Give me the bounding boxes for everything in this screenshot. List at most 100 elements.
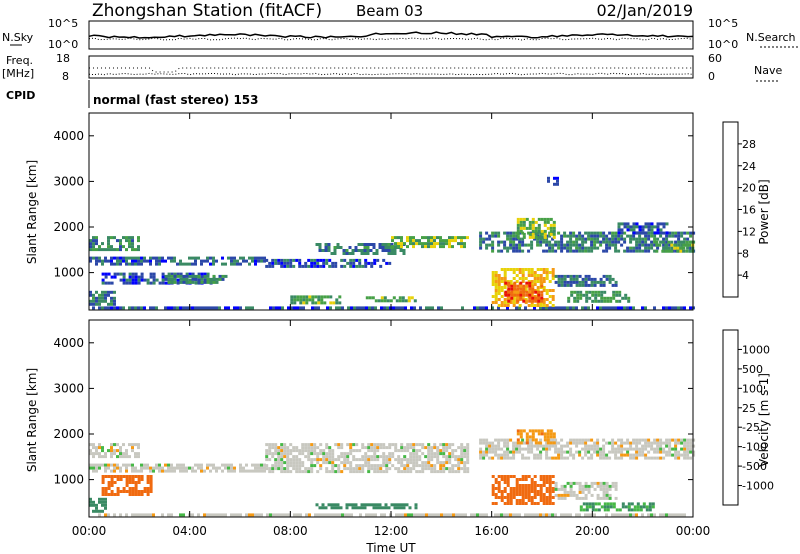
heatmap-cell	[686, 237, 690, 241]
heatmap-cell	[359, 306, 362, 310]
heatmap-cell	[588, 505, 592, 509]
heatmap-cell	[682, 240, 686, 244]
heatmap-cell	[518, 306, 521, 310]
heatmap-cell	[500, 295, 504, 298]
heatmap-cell	[274, 458, 278, 462]
heatmap-cell	[92, 500, 95, 504]
heatmap-cell	[641, 237, 645, 241]
heatmap-cell	[596, 481, 600, 485]
heatmap-cell	[599, 240, 603, 244]
heatmap-cell	[385, 464, 389, 468]
heatmap-cell	[534, 438, 538, 442]
heatmap-cell	[670, 243, 674, 247]
heatmap-cell	[579, 293, 583, 297]
heatmap-cell	[554, 444, 558, 448]
heatmap-cell	[540, 235, 544, 239]
heatmap-cell	[482, 240, 486, 244]
heatmap-cell	[554, 456, 558, 460]
heatmap-cell	[140, 475, 144, 478]
heatmap-cell	[515, 441, 519, 445]
heatmap-cell	[659, 231, 663, 235]
heatmap-cell	[537, 290, 541, 294]
heatmap-cell	[318, 249, 322, 252]
heatmap-cell	[381, 243, 385, 246]
heatmap-cell	[457, 470, 461, 474]
heatmap-cell	[113, 306, 116, 310]
heatmap-cell	[137, 513, 140, 517]
heatmap-cell	[512, 493, 516, 496]
heatmap-cell	[573, 296, 577, 300]
heatmap-cell	[131, 245, 134, 249]
heatmap-cell	[325, 461, 329, 465]
heatmap-cell	[542, 237, 546, 241]
heatmap-cell	[647, 237, 651, 241]
velocity-colorbar-label: Velocity [m s-1]	[757, 373, 771, 467]
heatmap-cell	[623, 453, 627, 457]
heatmap-cell	[632, 222, 636, 226]
heatmap-cell	[494, 271, 498, 274]
heatmap-cell	[665, 306, 668, 310]
heatmap-cell	[137, 475, 141, 478]
heatmap-cell	[95, 466, 98, 470]
heatmap-cell	[397, 242, 400, 246]
heatmap-cell	[161, 272, 165, 276]
heatmap-cell	[521, 496, 525, 499]
heatmap-cell	[506, 456, 510, 460]
heatmap-cell	[406, 458, 410, 462]
heatmap-cell	[364, 258, 368, 262]
heatmap-cell	[479, 246, 483, 250]
heatmap-cell	[466, 236, 469, 240]
heatmap-cell	[340, 258, 344, 262]
heatmap-cell	[546, 226, 550, 230]
heatmap-cell	[686, 447, 690, 451]
heatmap-cell	[188, 256, 191, 260]
heatmap-cell	[116, 475, 120, 478]
heatmap-cell	[554, 249, 558, 253]
heatmap-cell	[395, 513, 398, 517]
heatmap-cell	[597, 502, 601, 506]
heatmap-cell	[388, 458, 392, 462]
heatmap-cell	[260, 513, 263, 517]
heatmap-cell	[665, 234, 669, 238]
heatmap-cell	[620, 222, 624, 226]
heatmap-cell	[596, 280, 600, 284]
heatmap-cell	[466, 455, 470, 459]
heatmap-cell	[289, 443, 293, 447]
heatmap-cell	[340, 461, 344, 465]
heatmap-cell	[638, 225, 642, 229]
heatmap-cell	[299, 306, 302, 310]
heatmap-cell	[655, 243, 659, 247]
heatmap-cell	[95, 262, 98, 266]
heatmap-cell	[466, 467, 470, 471]
heatmap-cell	[602, 231, 606, 235]
heatmap-cell	[251, 463, 254, 467]
heatmap-cell	[185, 277, 189, 281]
heatmap-cell	[107, 242, 110, 246]
heatmap-cell	[128, 455, 131, 459]
heatmap-cell	[295, 464, 299, 468]
heatmap-cell	[378, 506, 382, 510]
heatmap-cell	[200, 262, 203, 266]
heatmap-cell	[608, 487, 612, 491]
heatmap-cell	[516, 235, 520, 239]
heatmap-cell	[385, 455, 389, 459]
heatmap-cell	[626, 249, 630, 253]
heatmap-cell	[104, 281, 108, 285]
heatmap-cell	[542, 240, 546, 244]
heatmap-cell	[131, 443, 134, 447]
heatmap-cell	[533, 456, 537, 460]
heatmap-cell	[292, 446, 296, 450]
heatmap-cell	[200, 272, 204, 276]
heatmap-cell	[533, 304, 537, 307]
heatmap-cell	[364, 464, 368, 468]
heatmap-cell	[304, 449, 308, 453]
heatmap-cell	[206, 280, 210, 284]
heatmap-cell	[539, 453, 543, 457]
heatmap-cell	[363, 252, 367, 255]
heatmap-cell	[527, 456, 531, 460]
heatmap-cell	[463, 452, 467, 456]
heatmap-cell	[364, 461, 368, 465]
heatmap-cell	[400, 242, 403, 246]
heatmap-cell	[673, 243, 677, 247]
heatmap-cell	[596, 306, 599, 310]
